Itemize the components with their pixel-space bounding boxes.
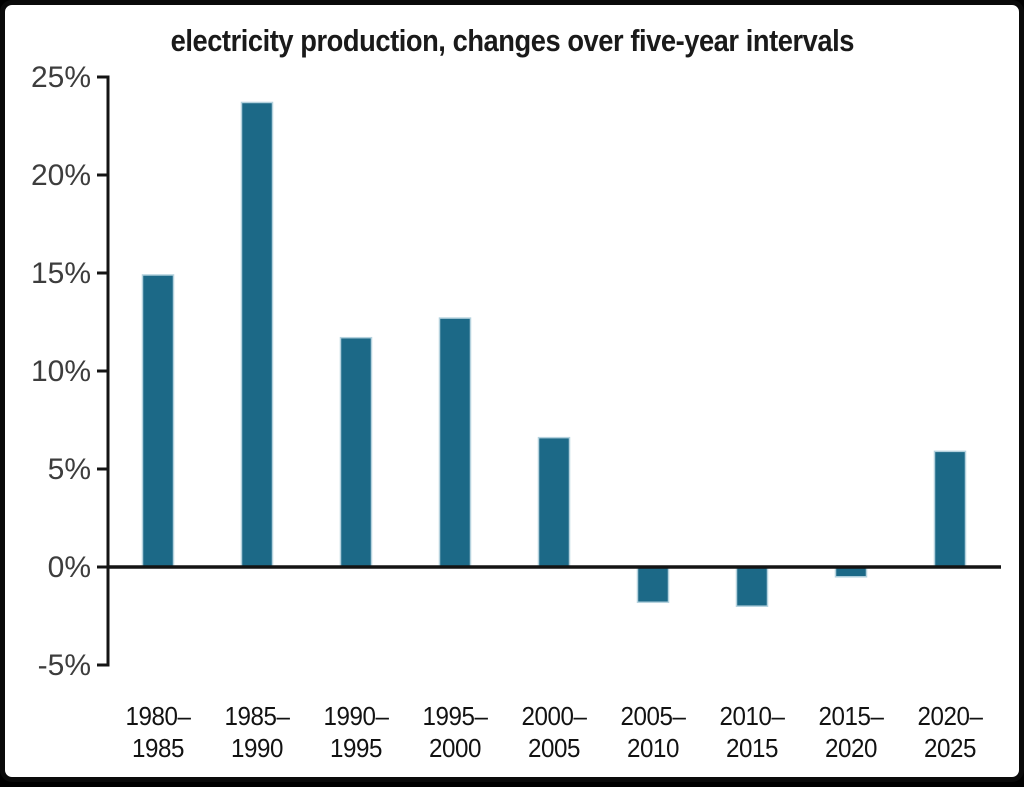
x-axis-tick-label: 2000–2005 [522, 702, 587, 763]
y-axis-tick-label: 25% [31, 61, 91, 94]
x-axis-tick-label: 1990–1995 [324, 702, 389, 763]
x-axis-tick-label: 2005–2010 [621, 702, 686, 763]
x-axis-tick-label: 2010–2015 [720, 702, 785, 763]
y-axis-tick-label: 5% [48, 453, 91, 486]
bar [539, 438, 570, 567]
bar [341, 338, 372, 567]
y-axis-tick-label: 0% [48, 551, 91, 584]
bar [935, 451, 966, 567]
y-axis-tick-label: 10% [31, 355, 91, 388]
x-axis-tick-label: 1995–2000 [423, 702, 488, 763]
y-axis-tick-label: 15% [31, 257, 91, 290]
x-axis-tick-label: 2020–2025 [918, 702, 983, 763]
bar [242, 102, 273, 567]
bar [737, 567, 768, 606]
bar [638, 567, 669, 602]
x-axis-tick-label: 1980–1985 [126, 702, 191, 763]
bar [440, 318, 471, 567]
x-axis-tick-label: 2015–2020 [819, 702, 884, 763]
bar [143, 275, 174, 567]
x-axis-tick-label: 1985–1990 [225, 702, 290, 763]
bar-chart: 25% 20% 15% 10% 5% 0% -5% 1980–1985 1985–1990 199… [5, 5, 1024, 787]
y-axis-tick-label: -5% [38, 649, 91, 682]
y-axis-tick-label: 20% [31, 159, 91, 192]
